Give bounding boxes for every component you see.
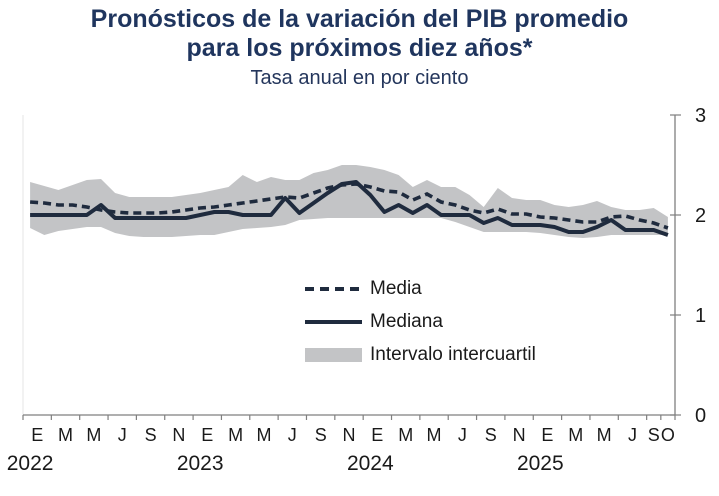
chart-title: Pronósticos de la variación del PIB prom…	[0, 5, 719, 63]
mediana-line	[30, 180, 669, 237]
x-tick-label: J	[118, 425, 127, 445]
chart-title-line1: Pronósticos de la variación del PIB prom…	[90, 5, 629, 33]
x-tick-label: J	[288, 425, 297, 445]
x-tick-label: E	[541, 425, 553, 445]
x-tick-label: N	[343, 425, 356, 445]
year-label: 2024	[347, 452, 394, 475]
x-tick-label: E	[371, 425, 383, 445]
y-tick-label: 3	[695, 105, 706, 127]
legend-label-media: Media	[370, 277, 422, 299]
y-tick-label: 0	[695, 405, 706, 427]
chart-title-line2: para los próximos diez años*	[186, 34, 533, 62]
year-label: 2025	[517, 452, 564, 475]
x-tick-label: S	[145, 425, 157, 445]
y-tick-label: 2	[695, 205, 706, 227]
chart-subtitle: Tasa anual en por ciento	[250, 67, 469, 89]
media-line	[29, 182, 669, 230]
legend-label-band: Intervalo intercuartil	[370, 343, 536, 365]
legend-row-band: Intervalo intercuartil	[305, 343, 536, 365]
x-tick-label: J	[628, 425, 637, 445]
x-tick-label: N	[172, 425, 185, 445]
x-tick-label: N	[513, 425, 526, 445]
interquartile-band-sample-icon	[305, 347, 362, 362]
media-dashed-line-sample-icon	[305, 286, 362, 291]
legend-row-mediana: Mediana	[305, 310, 536, 332]
x-tick-label: S	[315, 425, 327, 445]
x-tick-label: S	[485, 425, 497, 445]
x-tick-label: M	[228, 425, 243, 445]
x-tick-label: M	[568, 425, 583, 445]
figure-header: Pronósticos de la variación del PIB prom…	[0, 5, 719, 90]
x-tick-label: M	[58, 425, 73, 445]
year-label: 2022	[7, 452, 54, 475]
x-tick-label: O	[661, 425, 675, 445]
x-tick-label: M	[427, 425, 442, 445]
legend: Media Mediana Intervalo intercuartil	[305, 277, 536, 365]
legend-label-mediana: Mediana	[370, 310, 443, 332]
x-tick-label: M	[398, 425, 413, 445]
year-label: 2023	[177, 452, 224, 475]
mediana-solid-line-sample-icon	[305, 319, 362, 324]
x-tick-label: M	[257, 425, 272, 445]
x-tick-label: M	[86, 425, 101, 445]
x-tick-label: E	[31, 425, 43, 445]
x-tick-label: S	[648, 425, 660, 445]
x-tick-label: E	[201, 425, 213, 445]
legend-row-media: Media	[305, 277, 536, 299]
x-tick-label: M	[597, 425, 612, 445]
y-tick-label: 1	[695, 305, 706, 327]
x-tick-label: J	[458, 425, 467, 445]
iqr-band	[30, 165, 668, 238]
